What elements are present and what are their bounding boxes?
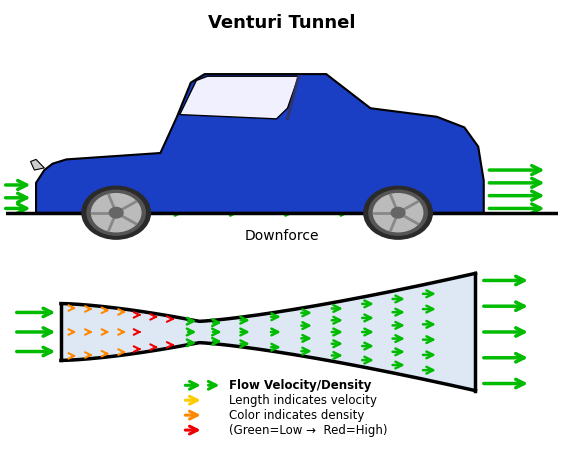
Circle shape bbox=[82, 186, 151, 239]
Circle shape bbox=[391, 207, 405, 218]
Text: Length indicates velocity: Length indicates velocity bbox=[230, 394, 377, 407]
Text: Color indicates density: Color indicates density bbox=[230, 409, 365, 422]
Polygon shape bbox=[36, 178, 152, 213]
Text: Venturi Tunnel: Venturi Tunnel bbox=[208, 14, 356, 32]
Polygon shape bbox=[36, 178, 484, 213]
Polygon shape bbox=[180, 76, 298, 119]
Polygon shape bbox=[36, 74, 484, 213]
Text: (Green=Low →  Red=High): (Green=Low → Red=High) bbox=[230, 424, 388, 437]
Text: Downforce: Downforce bbox=[245, 229, 319, 243]
Circle shape bbox=[87, 190, 146, 235]
Polygon shape bbox=[30, 159, 45, 170]
Circle shape bbox=[369, 190, 427, 235]
Circle shape bbox=[91, 194, 141, 232]
Text: Flow Velocity/Density: Flow Velocity/Density bbox=[230, 379, 372, 392]
Circle shape bbox=[373, 194, 423, 232]
Circle shape bbox=[109, 207, 123, 218]
Polygon shape bbox=[36, 178, 83, 213]
Circle shape bbox=[364, 186, 433, 239]
